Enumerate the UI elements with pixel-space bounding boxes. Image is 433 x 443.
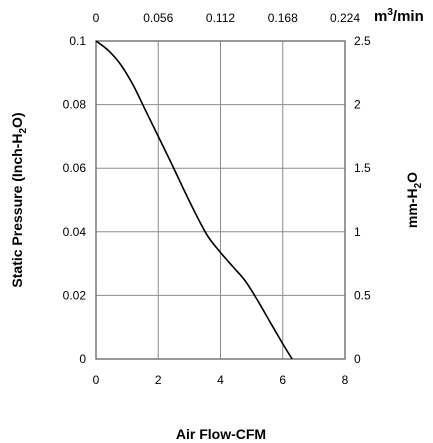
bottom-axis-ticks: 0 2 4 6 8 (93, 373, 349, 387)
x-axis-title: Air Flow-CFM (176, 426, 266, 442)
y-tick-label: 0.1 (69, 34, 86, 48)
x2-axis-title-sup: 3 (387, 7, 393, 18)
y-tick-label: 0 (79, 352, 86, 366)
y2-axis-title-sub: 2 (413, 182, 424, 188)
y-tick-label: 0.02 (63, 288, 87, 302)
right-axis-ticks: 0 0.5 1 1.5 2 2.5 (354, 34, 371, 366)
x-tick-label: 4 (217, 373, 224, 387)
x2-axis-title: m3/min (374, 7, 424, 25)
y-axis-title-part-2: O) (9, 112, 25, 128)
y-axis-title-part-1: Static Pressure (Inch-H (9, 134, 25, 288)
left-axis-ticks: 0 0.02 0.04 0.06 0.08 0.1 (63, 34, 87, 366)
y2-axis-title-part-1: mm-H (404, 188, 420, 228)
y2-axis-title: mm-H2O (404, 172, 424, 228)
grid (96, 41, 345, 359)
y2-tick-label: 0.5 (354, 288, 371, 302)
y-tick-label: 0.08 (63, 98, 87, 112)
pressure-curve (95, 40, 293, 360)
y2-axis-title-part-2: O (404, 172, 420, 183)
y2-tick-label: 1 (354, 225, 361, 239)
y2-tick-label: 1.5 (354, 161, 371, 175)
x-tick-label: 0 (93, 373, 100, 387)
x-tick-label: 6 (279, 373, 286, 387)
plot-frame (95, 40, 346, 360)
y-tick-label: 0.06 (63, 161, 87, 175)
x2-tick-label: 0.056 (143, 11, 173, 25)
y-axis-title-sub: 2 (18, 128, 29, 134)
x-tick-label: 8 (342, 373, 349, 387)
x2-tick-label: 0.112 (206, 11, 235, 25)
y2-tick-label: 2.5 (354, 34, 371, 48)
top-axis-ticks: 0 0.056 0.112 0.168 0.224 (93, 11, 361, 25)
x2-axis-title-part-2: /min (393, 8, 424, 25)
y2-tick-label: 0 (354, 352, 361, 366)
y-tick-label: 0.04 (63, 225, 87, 239)
x2-tick-label: 0.224 (330, 11, 360, 25)
x2-tick-label: 0.168 (268, 11, 298, 25)
y2-tick-label: 2 (354, 98, 361, 112)
x2-tick-label: 0 (93, 11, 100, 25)
x-tick-label: 2 (155, 373, 162, 387)
y-axis-title: Static Pressure (Inch-H2O) (9, 112, 29, 287)
x2-axis-title-part-1: m (374, 8, 387, 25)
